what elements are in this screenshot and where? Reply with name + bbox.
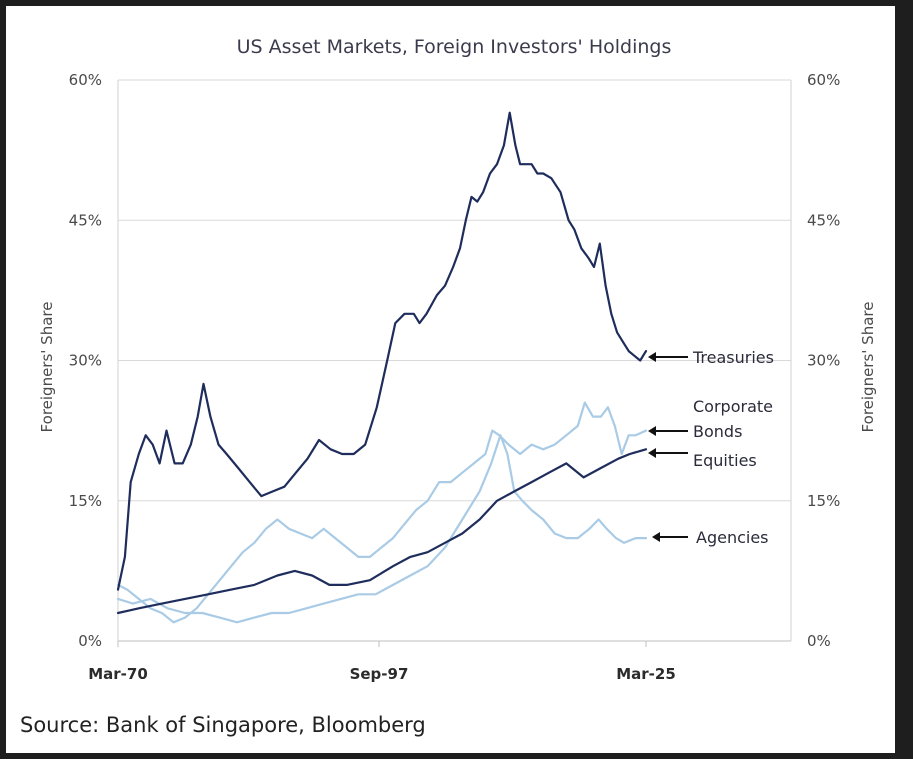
arrow-head-icon <box>648 426 656 436</box>
y-tick-label-right: 45% <box>807 211 840 229</box>
line-chart: US Asset Markets, Foreign Investors' Hol… <box>38 36 877 683</box>
annotation-agencies: Agencies <box>652 528 769 547</box>
label-equities: Equities <box>693 451 757 470</box>
annotation-treasuries: Treasuries <box>648 348 774 367</box>
x-tick-label: Mar-25 <box>616 665 676 683</box>
arrow-head-icon <box>652 532 660 542</box>
y-tick-label-left: 0% <box>78 632 102 650</box>
y-axis-label-right: Foreigners' Share <box>859 302 877 433</box>
series-line-agencies <box>116 434 648 624</box>
arrow-head-icon <box>648 448 656 458</box>
y-ticks-left: 0% 15% 30% 45% 60% <box>69 71 102 650</box>
y-tick-label-right: 30% <box>807 352 840 370</box>
chart-title: US Asset Markets, Foreign Investors' Hol… <box>237 36 672 58</box>
y-tick-label-left: 45% <box>69 211 102 229</box>
y-tick-label-left: 60% <box>69 71 102 89</box>
y-ticks-right: 0% 15% 30% 45% 60% <box>807 71 840 650</box>
x-tick-label: Mar-70 <box>88 665 148 683</box>
y-tick-label-left: 15% <box>69 492 102 510</box>
label-treasuries: Treasuries <box>692 348 774 367</box>
x-ticks: Mar-70 Sep-97 Mar-25 <box>88 641 676 683</box>
arrow-head-icon <box>648 352 656 362</box>
series-line-corporate-bonds <box>116 401 648 624</box>
series-line-treasuries <box>116 111 648 591</box>
y-tick-label-right: 0% <box>807 632 831 650</box>
label-agencies: Agencies <box>696 528 769 547</box>
y-tick-label-right: 60% <box>807 71 840 89</box>
label-corporate: Corporate <box>693 397 773 416</box>
annotation-corporate-bonds: Corporate Bonds <box>648 397 773 441</box>
x-tick-label: Sep-97 <box>350 665 409 683</box>
source-note: Source: Bank of Singapore, Bloomberg <box>20 713 426 737</box>
y-tick-label-left: 30% <box>69 352 102 370</box>
series-line-equities <box>116 448 648 615</box>
axes <box>117 80 792 642</box>
y-tick-label-right: 15% <box>807 492 840 510</box>
chart-frame: US Asset Markets, Foreign Investors' Hol… <box>6 6 895 753</box>
gridlines <box>118 79 791 502</box>
y-axis-label-left: Foreigners' Share <box>38 302 56 433</box>
label-bonds: Bonds <box>693 422 742 441</box>
annotation-equities: Equities <box>648 448 757 470</box>
series-group <box>116 111 648 624</box>
